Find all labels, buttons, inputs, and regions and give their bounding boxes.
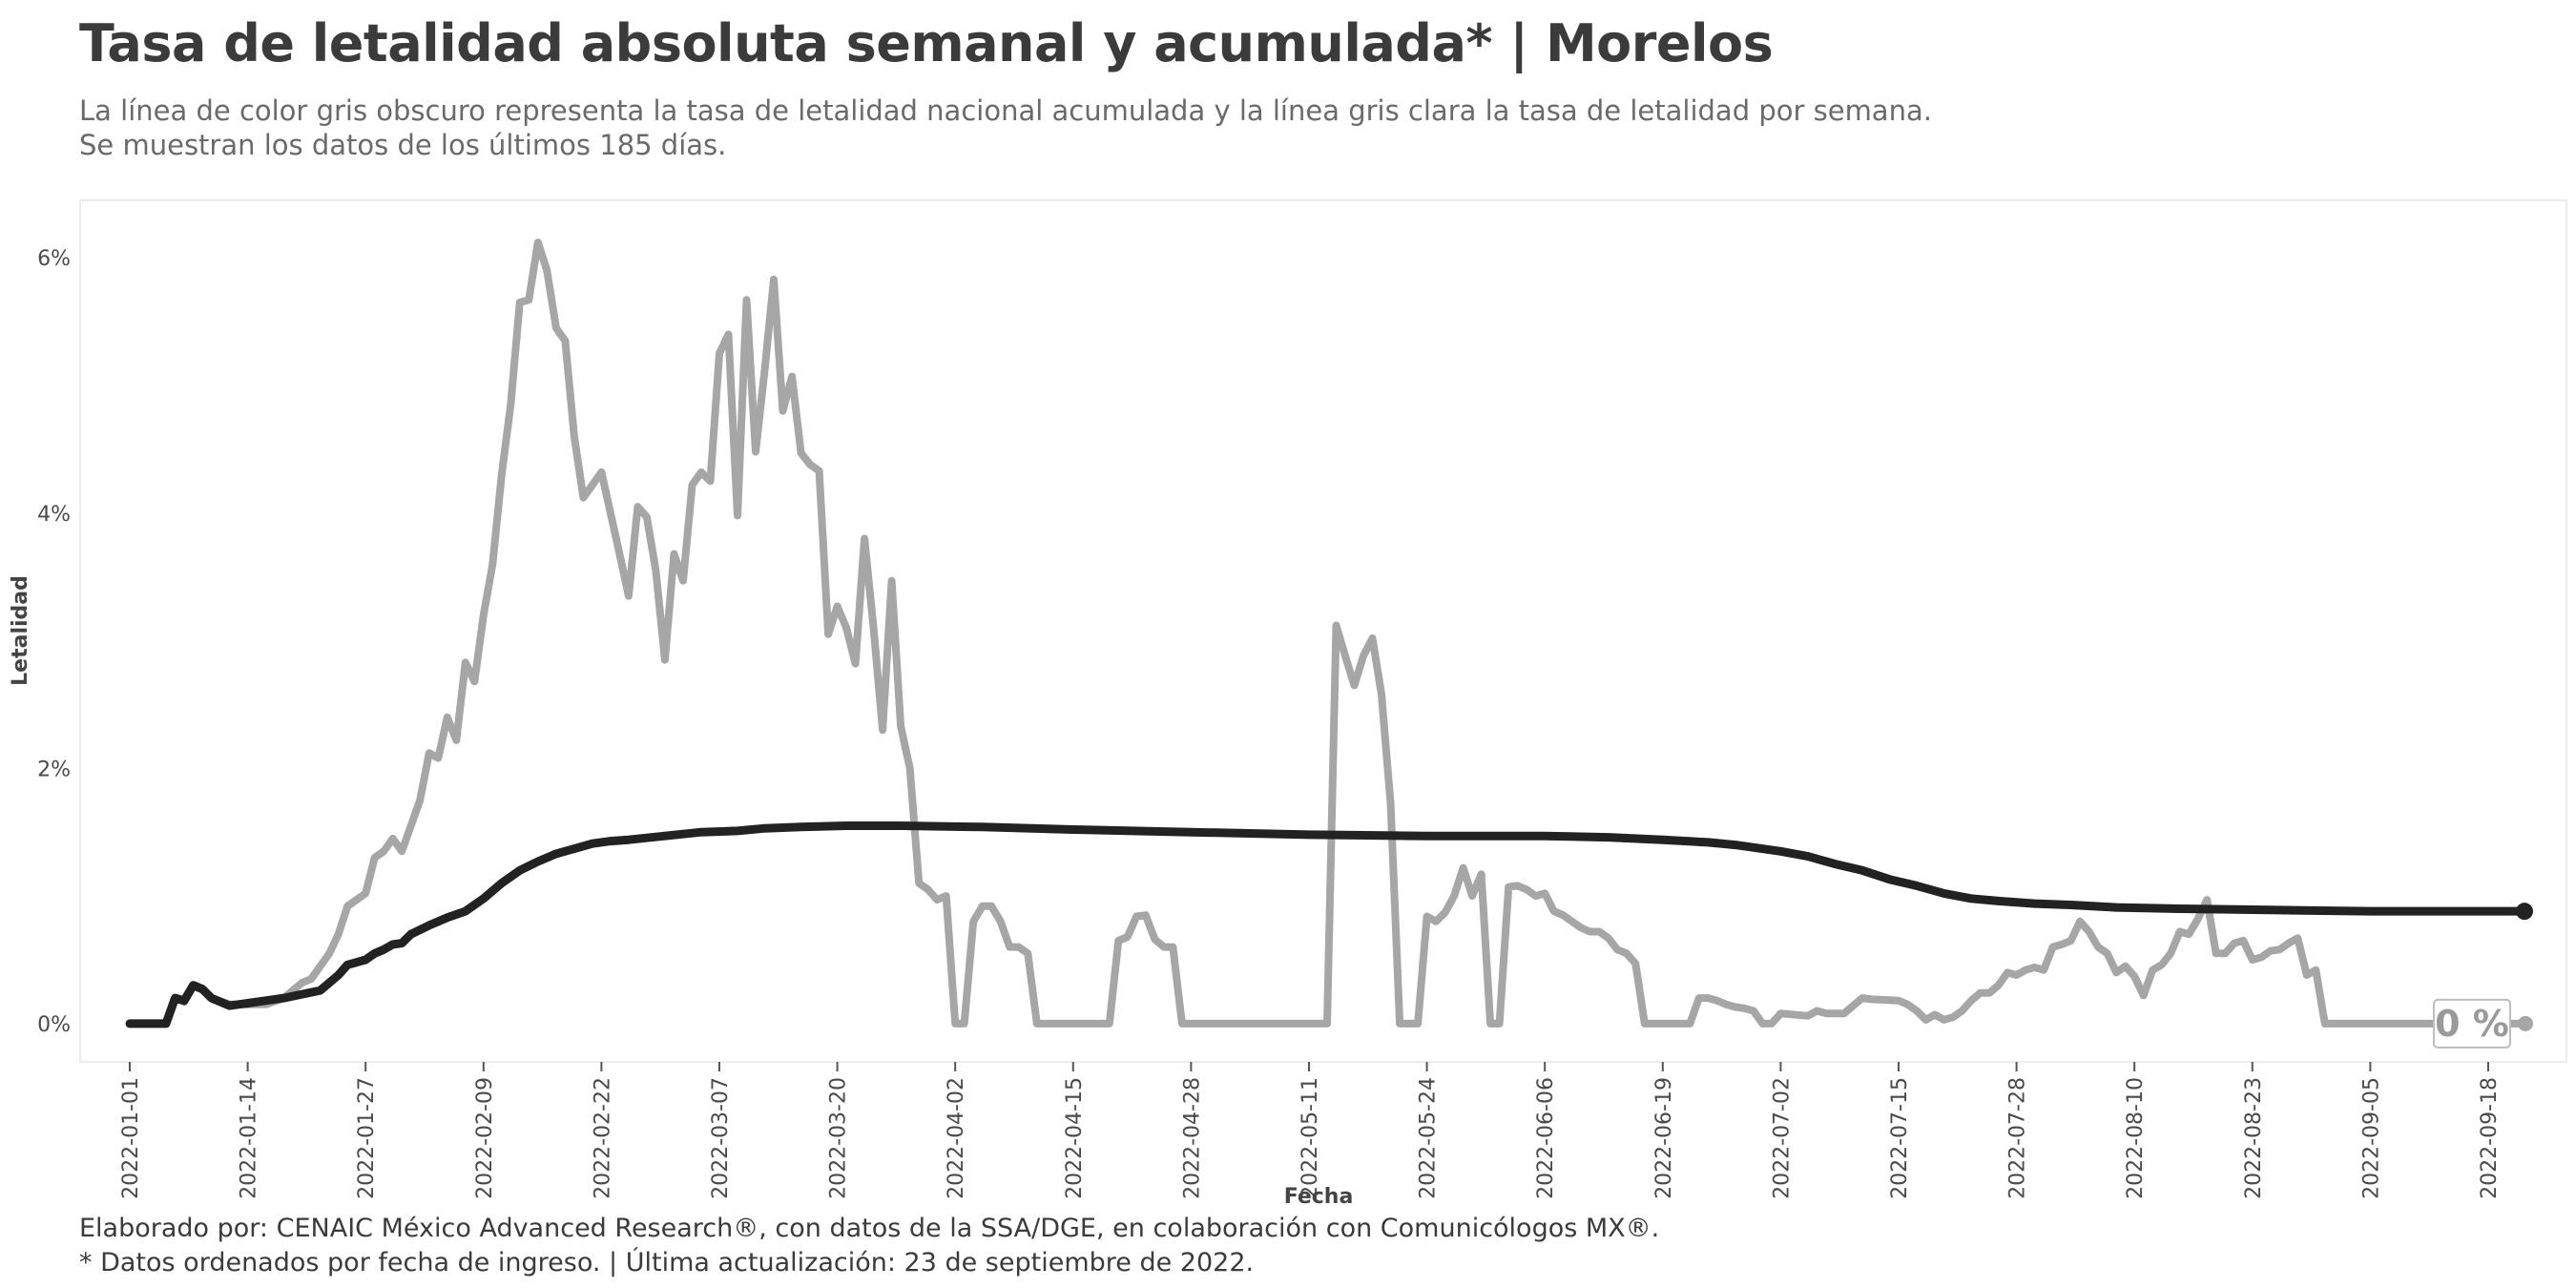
y-axis-title: Letalidad <box>9 575 32 686</box>
x-tick-label: 2022-08-10 <box>2124 1077 2148 1199</box>
x-tick-label: 2022-07-02 <box>1770 1077 1794 1199</box>
series-lines <box>125 239 2529 1028</box>
subtitle-line-2: Se muestran los datos de los últimos 185… <box>79 129 727 161</box>
x-tick-label: 2022-01-14 <box>238 1077 261 1199</box>
subtitle-line-1: La línea de color gris obscuro represent… <box>79 94 1932 127</box>
chart-title: Tasa de letalidad absoluta semanal y acu… <box>79 13 1774 73</box>
y-tick-label: 0% <box>37 1013 71 1037</box>
x-tick-label: 2022-01-01 <box>119 1077 143 1199</box>
x-tick-label: 2022-09-18 <box>2478 1077 2502 1199</box>
x-tick-label: 2022-05-24 <box>1417 1077 1441 1199</box>
x-tick-label: 2022-04-02 <box>945 1077 968 1199</box>
chart-caption: Elaborado por: CENAIC México Advanced Re… <box>79 1212 1659 1280</box>
x-tick-label: 2022-07-28 <box>2006 1077 2030 1199</box>
x-tick-label: 2022-03-07 <box>709 1077 733 1199</box>
cumulative-series-line <box>125 821 2529 1028</box>
y-axis: 0% 2% 4% 6% <box>37 247 71 1037</box>
x-tick-label: 2022-03-20 <box>827 1077 851 1199</box>
x-tick-label: 2022-07-15 <box>1888 1077 1912 1199</box>
x-tick-label: 2022-06-19 <box>1652 1077 1676 1199</box>
caption-line-1: Elaborado por: CENAIC México Advanced Re… <box>79 1214 1660 1243</box>
x-axis: 2022-01-01 2022-01-14 2022-01-27 2022-02-09… <box>119 1062 2502 1199</box>
x-axis-title: Fecha <box>1284 1185 1354 1209</box>
x-tick-label: 2022-04-15 <box>1063 1077 1087 1199</box>
end-markers: 0 % <box>2433 903 2533 1049</box>
weekly-series-line <box>126 239 2528 1028</box>
weekly-end-point <box>2518 1015 2533 1031</box>
plot-frame <box>79 199 2567 1063</box>
x-tick-label: 2022-01-27 <box>355 1077 379 1199</box>
x-tick-label: 2022-06-06 <box>1534 1077 1558 1199</box>
end-label-box <box>2433 998 2511 1049</box>
y-tick-label: 4% <box>37 503 71 527</box>
x-tick-label: 2022-02-09 <box>473 1077 497 1199</box>
x-tick-label: 2022-05-11 <box>1298 1077 1322 1199</box>
x-tick-label: 2022-09-05 <box>2359 1077 2383 1199</box>
x-tick-label: 2022-04-28 <box>1180 1077 1204 1199</box>
end-value-label: 0 % <box>2435 1003 2509 1045</box>
chart-subtitle: La línea de color gris obscuro represent… <box>79 93 1932 162</box>
x-tick-label: 2022-08-23 <box>2242 1077 2266 1199</box>
cumulative-end-point <box>2516 903 2533 921</box>
x-tick-label: 2022-02-22 <box>591 1077 614 1199</box>
y-tick-label: 6% <box>37 247 71 271</box>
y-tick-label: 2% <box>37 758 71 781</box>
caption-line-2: * Datos ordenados por fecha de ingreso. … <box>79 1248 1255 1278</box>
